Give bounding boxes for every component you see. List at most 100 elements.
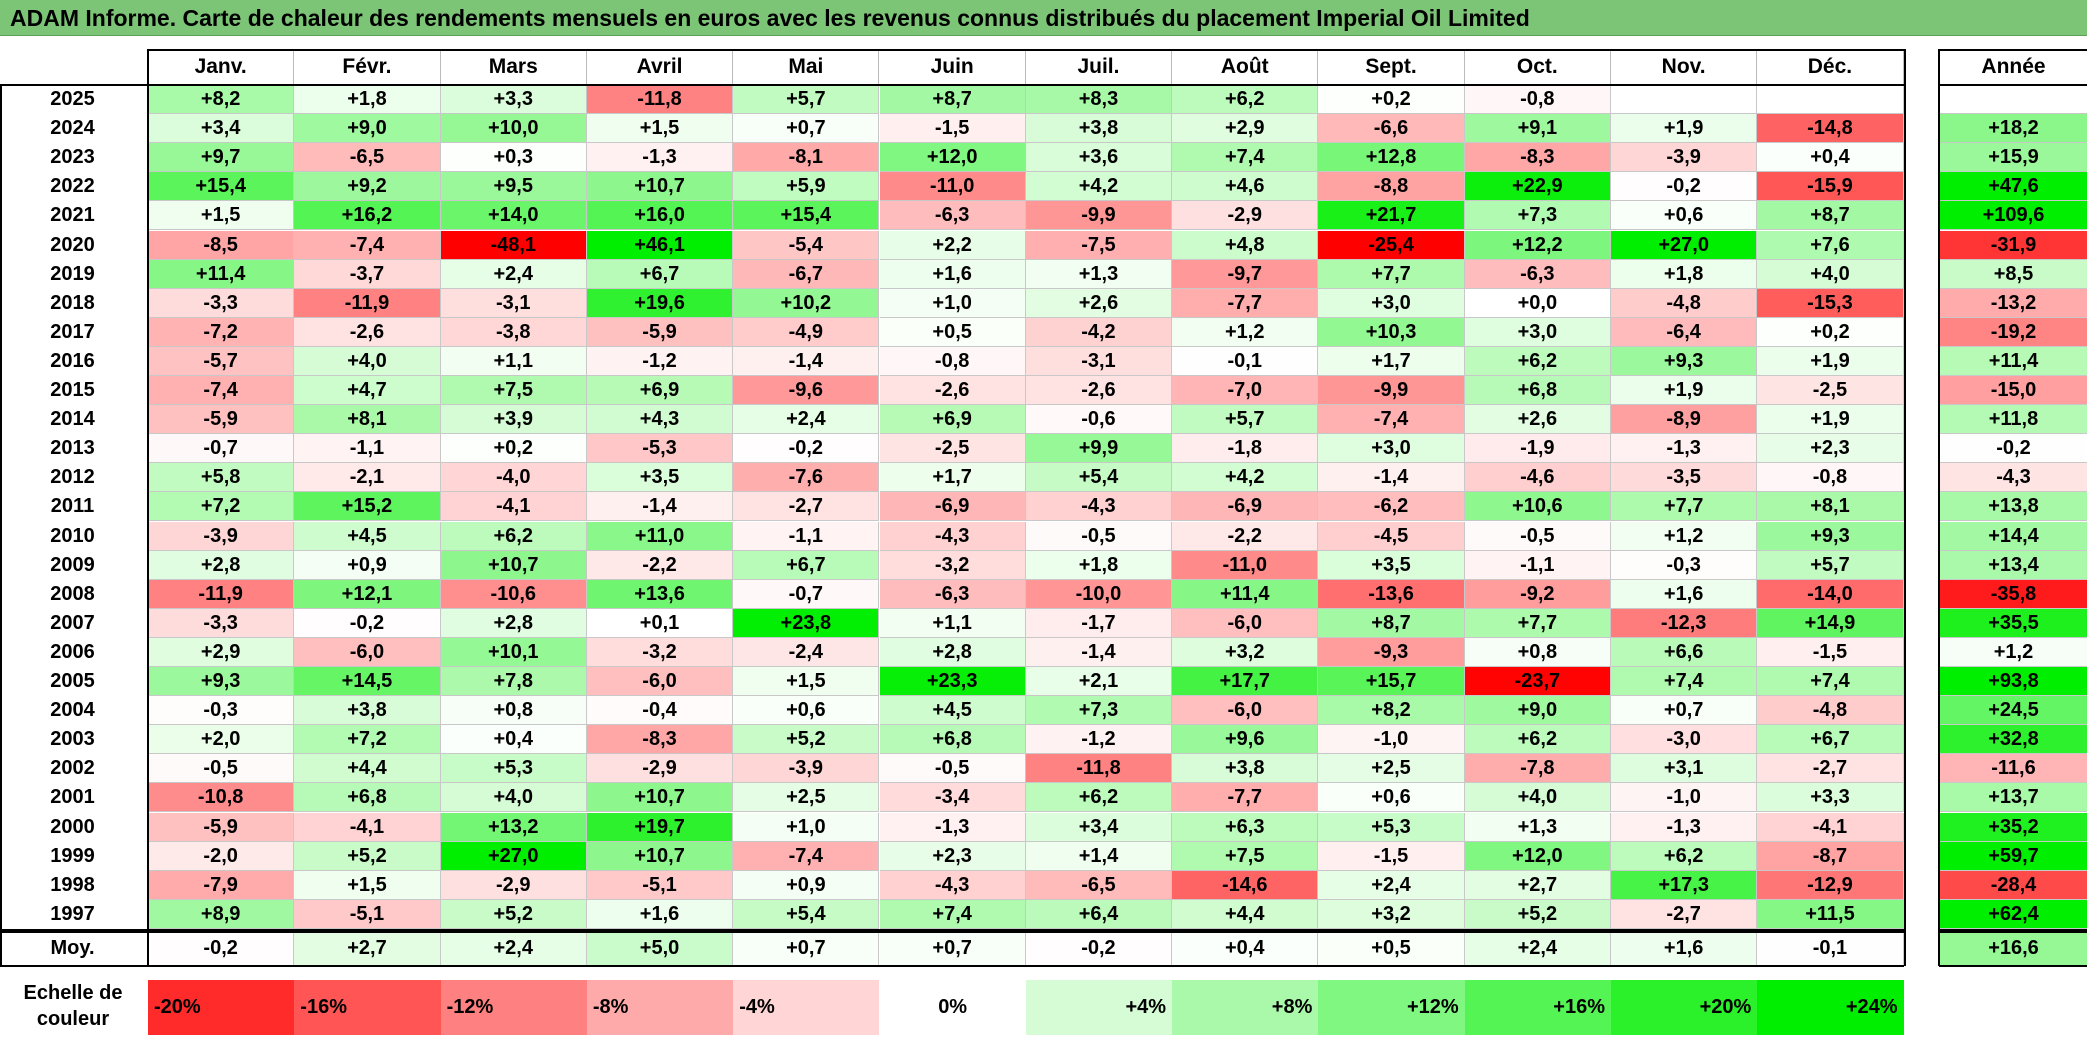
heatmap-cell: -3,4 bbox=[879, 783, 1026, 813]
heatmap-cell: -11,8 bbox=[1025, 754, 1173, 784]
legend-swatch: 0% bbox=[879, 980, 1026, 1035]
heatmap-cell: +6,2 bbox=[1025, 783, 1173, 813]
heatmap-cell: -2,6 bbox=[1025, 376, 1173, 406]
month-header: Déc. bbox=[1757, 50, 1904, 84]
annual-cell: +11,4 bbox=[1940, 346, 2087, 376]
heatmap-cell: +0,6 bbox=[1318, 783, 1465, 813]
heatmap-cell: -5,9 bbox=[586, 317, 734, 347]
heatmap-cell: -3,9 bbox=[733, 754, 880, 784]
heatmap-cell: -9,7 bbox=[1172, 259, 1319, 289]
heatmap-cell: +5,4 bbox=[1025, 463, 1173, 493]
heatmap-cell: -14,8 bbox=[1757, 114, 1904, 144]
heatmap-cell: +0,9 bbox=[733, 870, 880, 900]
heatmap-cell: -2,4 bbox=[733, 637, 880, 667]
heatmap-cell: +2,3 bbox=[1757, 434, 1904, 464]
heatmap-cell: -3,3 bbox=[148, 288, 295, 318]
heatmap-cell: +7,3 bbox=[1464, 201, 1611, 231]
heatmap-cell: -1,3 bbox=[1611, 434, 1758, 464]
heatmap-cell: +1,7 bbox=[879, 463, 1026, 493]
heatmap-cell: -3,2 bbox=[879, 550, 1026, 580]
annual-cell: -31,9 bbox=[1940, 230, 2087, 260]
heatmap-cell: +15,4 bbox=[148, 172, 295, 202]
grid-border bbox=[1939, 84, 2087, 86]
heatmap-cell: -12,3 bbox=[1611, 608, 1758, 638]
row-year-label: 2010 bbox=[0, 521, 145, 551]
heatmap-cell: +4,0 bbox=[1757, 259, 1904, 289]
heatmap-cell: +7,7 bbox=[1318, 259, 1465, 289]
heatmap-cell: +11,4 bbox=[148, 259, 295, 289]
heatmap-cell: -7,4 bbox=[1318, 405, 1465, 435]
month-header: Mars bbox=[440, 50, 587, 84]
heatmap-cell: +7,8 bbox=[440, 667, 587, 697]
heatmap-cell: +5,2 bbox=[294, 841, 441, 871]
heatmap-cell: -2,2 bbox=[586, 550, 734, 580]
annual-cell: -15,0 bbox=[1940, 376, 2087, 406]
heatmap-cell: -7,5 bbox=[1025, 230, 1173, 260]
heatmap-cell: -4,1 bbox=[440, 492, 587, 522]
heatmap-cell: -2,5 bbox=[879, 434, 1026, 464]
heatmap-cell: +4,5 bbox=[294, 521, 441, 551]
heatmap-cell: -1,5 bbox=[1757, 637, 1904, 667]
heatmap-cell: +6,2 bbox=[1464, 725, 1611, 755]
average-cell: -0,2 bbox=[1025, 931, 1173, 965]
heatmap-cell: +5,4 bbox=[733, 899, 880, 929]
heatmap-cell: +4,4 bbox=[1172, 899, 1319, 929]
heatmap-cell: -7,6 bbox=[733, 463, 880, 493]
heatmap-cell: +0,4 bbox=[1757, 143, 1904, 173]
heatmap-cell: +1,5 bbox=[294, 870, 441, 900]
heatmap-cell: +6,7 bbox=[733, 550, 880, 580]
annual-cell: +59,7 bbox=[1940, 841, 2087, 871]
heatmap-cell: +3,8 bbox=[1172, 754, 1319, 784]
heatmap-cell: -4,3 bbox=[1025, 492, 1173, 522]
heatmap-cell: -0,2 bbox=[294, 608, 441, 638]
heatmap-cell: +12,0 bbox=[879, 143, 1026, 173]
annual-cell: -28,4 bbox=[1940, 870, 2087, 900]
heatmap-cell: +14,5 bbox=[294, 667, 441, 697]
heatmap-cell: +3,1 bbox=[1611, 754, 1758, 784]
heatmap-cell: -48,1 bbox=[440, 230, 587, 260]
heatmap-cell: -1,9 bbox=[1464, 434, 1611, 464]
heatmap-cell: -1,3 bbox=[586, 143, 734, 173]
heatmap-cell: +6,2 bbox=[1464, 346, 1611, 376]
grid-border bbox=[1939, 928, 2087, 931]
row-year-label: 2006 bbox=[0, 637, 145, 667]
row-year-label: 2009 bbox=[0, 550, 145, 580]
row-year-label: 2018 bbox=[0, 288, 145, 318]
row-year-label: 2011 bbox=[0, 492, 145, 522]
heatmap-cell: +4,2 bbox=[1172, 463, 1319, 493]
legend-swatch: -20% bbox=[148, 980, 295, 1035]
heatmap-cell: +7,4 bbox=[1172, 143, 1319, 173]
heatmap-cell: +2,0 bbox=[148, 725, 295, 755]
heatmap-cell: +3,4 bbox=[148, 114, 295, 144]
heatmap-cell: -4,1 bbox=[294, 812, 441, 842]
heatmap-cell: -2,7 bbox=[733, 492, 880, 522]
grid-border bbox=[148, 49, 1904, 51]
heatmap-cell: +2,9 bbox=[1172, 114, 1319, 144]
heatmap-cell: +6,4 bbox=[1025, 899, 1173, 929]
heatmap-cell: +5,2 bbox=[733, 725, 880, 755]
heatmap-cell: +12,2 bbox=[1464, 230, 1611, 260]
heatmap-cell: +2,9 bbox=[148, 637, 295, 667]
heatmap-cell: +5,9 bbox=[733, 172, 880, 202]
heatmap-cell: +3,0 bbox=[1318, 434, 1465, 464]
year-header: Année bbox=[1940, 50, 2087, 84]
row-year-label: 2007 bbox=[0, 608, 145, 638]
heatmap-cell: +1,5 bbox=[586, 114, 734, 144]
heatmap-cell: +0,7 bbox=[1611, 696, 1758, 726]
heatmap-cell: -2,1 bbox=[294, 463, 441, 493]
heatmap-cell: +7,2 bbox=[294, 725, 441, 755]
heatmap-cell: +4,5 bbox=[879, 696, 1026, 726]
heatmap-cell: +10,7 bbox=[586, 172, 734, 202]
row-year-label: 2016 bbox=[0, 346, 145, 376]
heatmap-cell: +0,7 bbox=[733, 114, 880, 144]
heatmap-cell: +2,8 bbox=[879, 637, 1026, 667]
heatmap-cell: +6,8 bbox=[294, 783, 441, 813]
heatmap-cell: +11,5 bbox=[1757, 899, 1904, 929]
heatmap-cell: +6,6 bbox=[1611, 637, 1758, 667]
heatmap-cell bbox=[1611, 85, 1758, 115]
heatmap-cell: +12,0 bbox=[1464, 841, 1611, 871]
heatmap-cell: +10,0 bbox=[440, 114, 587, 144]
heatmap-cell: +8,3 bbox=[1025, 85, 1173, 115]
heatmap-cell: -1,4 bbox=[1318, 463, 1465, 493]
heatmap-cell: -8,3 bbox=[1464, 143, 1611, 173]
